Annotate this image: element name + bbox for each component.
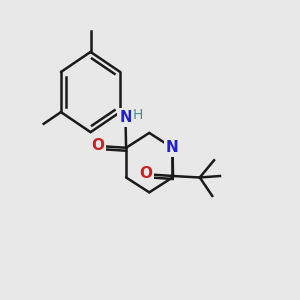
Text: O: O — [91, 138, 104, 153]
Text: N: N — [119, 110, 132, 125]
Text: O: O — [139, 166, 152, 181]
Text: H: H — [133, 108, 143, 122]
Text: N: N — [166, 140, 179, 155]
